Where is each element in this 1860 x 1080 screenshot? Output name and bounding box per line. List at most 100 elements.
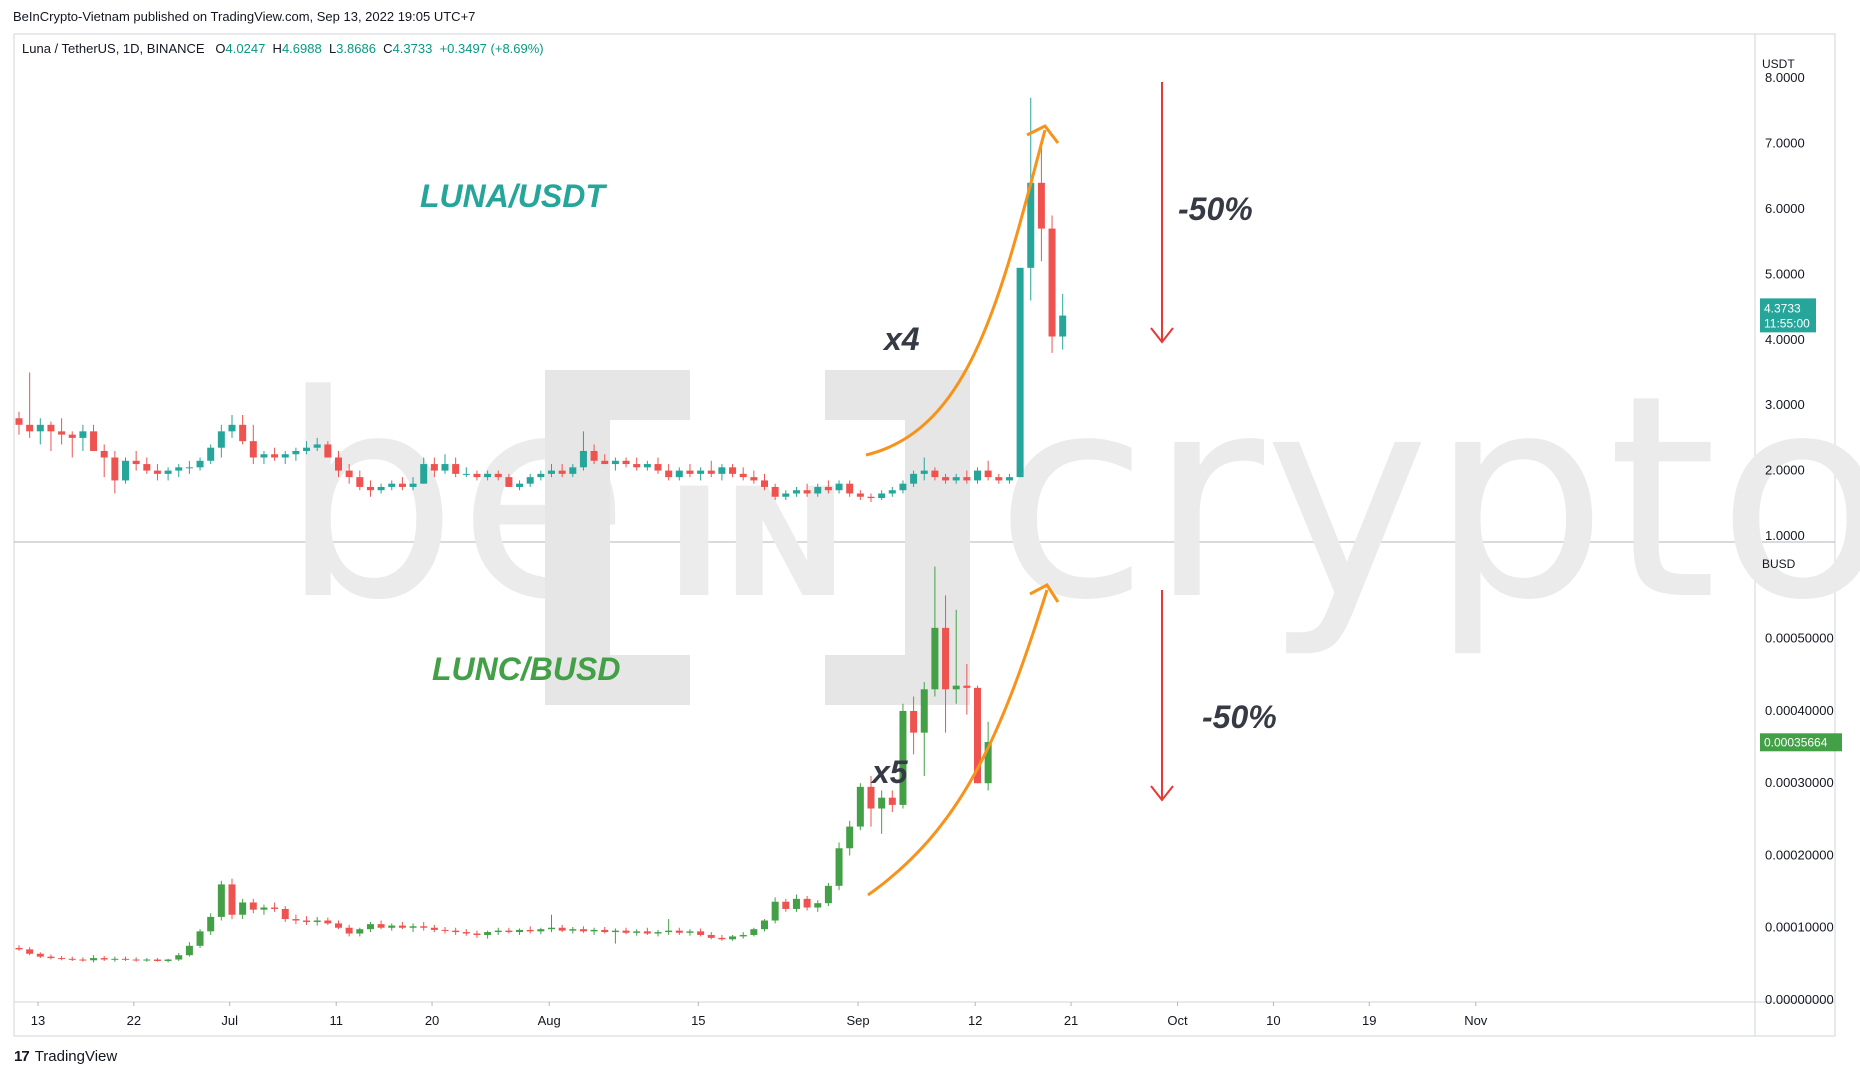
candle-body (1005, 477, 1013, 481)
watermark-in: IN (666, 457, 847, 631)
candle-body (643, 464, 651, 468)
candle-body (473, 473, 481, 478)
candle-body (548, 470, 555, 474)
candle-body (58, 958, 66, 960)
candle-body (228, 424, 236, 432)
candle-body (398, 925, 406, 928)
candle-body (484, 473, 492, 478)
candle-body (920, 470, 928, 474)
candle-body (942, 477, 950, 481)
candle-body (324, 444, 332, 458)
tradingview-logo-icon: 17 (14, 1048, 30, 1065)
candle-body (942, 627, 950, 690)
open-value: 4.0247 (225, 41, 266, 56)
y-tick-label: 0.00010000 (1765, 920, 1834, 935)
candle-body (494, 473, 502, 478)
candle-body (111, 457, 119, 481)
candle-body (153, 470, 161, 474)
candle-body (111, 958, 119, 960)
candle-body (196, 460, 204, 468)
x-tick-label: 21 (1064, 1013, 1078, 1028)
candle-body (366, 924, 374, 930)
candle-body (526, 477, 534, 484)
candle-body (771, 486, 779, 497)
candle-body (974, 470, 981, 481)
candle-body (239, 902, 247, 915)
currency-label: USDT (1762, 57, 1795, 71)
y-tick-label: 4.0000 (1765, 332, 1805, 347)
candle-body (878, 493, 886, 499)
candle-body (100, 450, 108, 458)
candle-body (697, 470, 705, 474)
candle-body (196, 931, 204, 946)
candle-body (58, 431, 66, 435)
candle-body (345, 470, 353, 478)
change-value: +0.3497 (+8.69%) (439, 41, 544, 56)
x-tick-label: Jul (221, 1013, 238, 1028)
candle-body (1059, 315, 1067, 337)
candle-body (771, 901, 779, 921)
chart-frame (13, 33, 1836, 1037)
candle-body (931, 470, 939, 478)
candle-body (643, 931, 651, 934)
candle-body (249, 902, 257, 910)
candle-body (984, 470, 992, 478)
candle-body (675, 470, 683, 478)
candle-body (718, 467, 726, 474)
candle-body (292, 919, 300, 921)
candle-body (590, 450, 598, 461)
y-tick-label: 3.0000 (1765, 397, 1805, 412)
symbol-name: Luna / TetherUS, 1D, BINANCE (22, 41, 205, 56)
candle-body (164, 959, 172, 961)
candle-body (15, 947, 23, 950)
candle-body (792, 898, 800, 909)
lunc-last-price-badge (1760, 733, 1842, 752)
lunc-rise-arrowhead (1029, 583, 1060, 603)
candle-body (409, 483, 417, 487)
candle-body (558, 927, 566, 931)
candle-body (143, 464, 151, 471)
candle-body (718, 937, 726, 940)
candle-body (271, 907, 279, 909)
candle-body (590, 929, 598, 932)
candle-body (622, 460, 630, 465)
y-tick-label: 5.0000 (1765, 266, 1805, 281)
candle-body (249, 441, 257, 458)
luna-multiplier-label: x4 (882, 321, 920, 357)
y-tick-label: 1.0000 (1765, 528, 1805, 543)
luna-pair-label: LUNA/USDT (420, 178, 607, 214)
candle-body (420, 464, 428, 484)
symbol-ohlc-line: Luna / TetherUS, 1D, BINANCE O4.0247 H4.… (22, 41, 544, 56)
candle-body (878, 797, 886, 809)
candle-body (100, 958, 108, 960)
luna-last-price-badge (1760, 298, 1816, 333)
candle-body (846, 826, 854, 849)
close-label: C (383, 41, 393, 56)
candle-body (185, 945, 193, 956)
candle-body (26, 949, 34, 954)
x-tick-label: Oct (1167, 1013, 1188, 1028)
candle-body (1016, 267, 1024, 478)
candle-body (856, 493, 864, 497)
candle-body (26, 424, 34, 432)
low-label: L (328, 41, 337, 56)
high-value: 4.6988 (281, 41, 322, 56)
candle-body (910, 710, 918, 733)
lunc-pair-label: LUNC/BUSD (432, 651, 620, 687)
candle-body (430, 464, 438, 471)
y-tick-label: 0.00030000 (1765, 775, 1834, 790)
candle-body (79, 959, 87, 961)
candle-body (569, 929, 577, 931)
candle-body (153, 959, 161, 961)
candle-body (654, 932, 662, 934)
candle-body (910, 473, 918, 484)
candle-body (122, 460, 129, 481)
candle-body (68, 958, 76, 960)
candle-body (441, 929, 449, 931)
candle-body (782, 493, 790, 497)
candle-body (132, 460, 140, 465)
candle-body (548, 927, 555, 930)
candle-body (15, 418, 23, 425)
candle-body (974, 687, 981, 784)
